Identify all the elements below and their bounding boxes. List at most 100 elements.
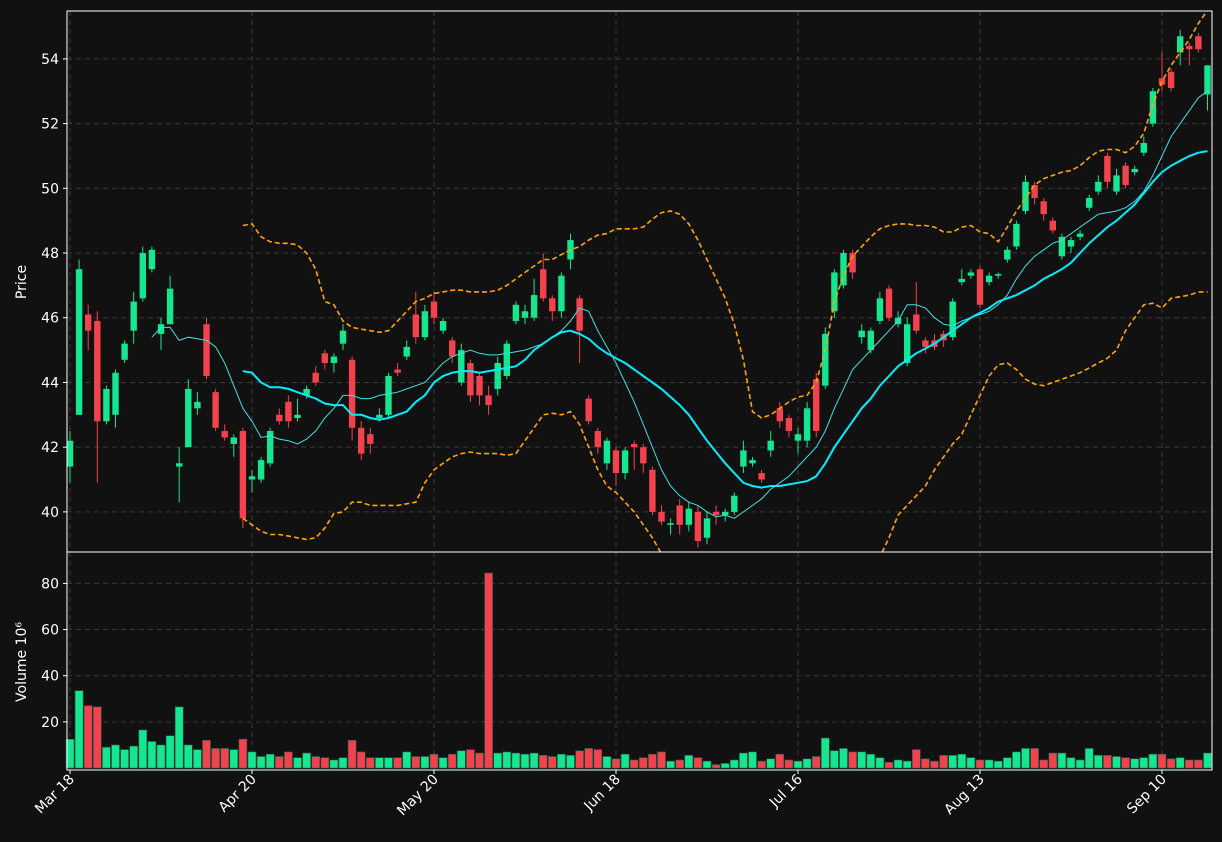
volume-bar: [748, 751, 757, 769]
volume-bar: [1103, 755, 1112, 769]
candle-body: [276, 414, 283, 422]
candle-body: [321, 353, 328, 364]
volume-bar: [857, 751, 867, 769]
candle-body: [421, 311, 429, 338]
volume-bar: [893, 759, 903, 769]
volume-bar: [356, 751, 366, 769]
volume-bar: [820, 737, 830, 769]
volume-bar: [438, 757, 448, 769]
indicator-lines: [151, 11, 1209, 552]
y-tick-label: 48: [41, 246, 59, 262]
candle-body: [712, 511, 720, 516]
volume-bar: [456, 750, 466, 769]
candle-body: [922, 340, 929, 347]
y-tick-label: 54: [41, 52, 59, 68]
candle-body: [230, 437, 237, 444]
volume-bar: [466, 749, 475, 769]
indicator-line: [151, 90, 1208, 519]
candle-body: [904, 324, 911, 364]
volume-bar: [866, 753, 876, 769]
candle-body: [758, 473, 765, 480]
volume-bar: [975, 759, 985, 769]
volume-bar: [402, 751, 412, 769]
candle-body: [585, 398, 592, 422]
volume-bar: [884, 761, 894, 769]
volume-bar: [511, 752, 521, 769]
candle-body: [103, 388, 110, 422]
candle-body: [1122, 165, 1129, 186]
volume-bar: [1130, 758, 1139, 769]
volume-axis-label: Volume 10⁶: [14, 622, 30, 702]
candle-body: [767, 440, 774, 451]
candle-body: [840, 253, 847, 286]
volume-bar: [547, 756, 557, 769]
candle-body: [1204, 65, 1211, 95]
volume-bar: [775, 753, 785, 769]
volume-bar: [1112, 756, 1121, 769]
candle-body: [521, 311, 529, 318]
volume-bar: [429, 753, 439, 769]
volume-bar: [1185, 759, 1194, 769]
volume-bar: [193, 749, 202, 769]
candle-body: [576, 298, 583, 331]
candle-body: [203, 324, 210, 376]
volume-bar: [911, 749, 921, 769]
volume-bar: [1094, 755, 1103, 769]
volume-bar: [102, 746, 111, 769]
volume-bar: [147, 741, 157, 769]
candle-body: [995, 274, 1002, 276]
volume-bar: [739, 752, 748, 769]
volume-bar: [1057, 752, 1067, 769]
candle-body: [967, 272, 975, 276]
candle-body: [1113, 175, 1120, 192]
candle-body: [549, 298, 556, 312]
candle-body: [212, 392, 219, 428]
volume-bar: [1157, 753, 1167, 769]
y-tick-label: 46: [41, 311, 59, 327]
candle-body: [176, 463, 183, 467]
volume-bar: [393, 757, 402, 769]
candle-body: [394, 369, 401, 373]
candle-body: [631, 443, 638, 448]
volume-bar: [475, 752, 484, 769]
candle-body: [458, 350, 465, 383]
candle-body: [740, 450, 747, 467]
candle-body: [1140, 143, 1147, 153]
volume-bar: [611, 758, 621, 769]
volume-frame: [66, 551, 1213, 771]
volume-bar: [93, 706, 102, 769]
candle-body: [194, 401, 201, 409]
candle-body: [294, 414, 301, 419]
volume-bar: [320, 757, 330, 769]
volume-bar: [584, 748, 594, 769]
candle-body: [148, 249, 156, 270]
candle-body: [849, 253, 856, 273]
candle-body: [412, 314, 419, 338]
volume-bar: [684, 755, 694, 769]
volume-bar: [384, 757, 393, 769]
candle-body: [1031, 185, 1038, 199]
candle-body: [1013, 223, 1020, 247]
candle-body: [976, 269, 984, 305]
candle-body: [749, 460, 756, 464]
price-panel: [67, 29, 1211, 548]
volume-bar: [811, 756, 821, 769]
candle-body: [530, 295, 538, 318]
volume-bar: [411, 756, 421, 769]
candle-body: [1149, 91, 1157, 124]
candle-body: [1167, 71, 1175, 89]
candle-body: [1058, 236, 1066, 257]
candle-body: [67, 440, 74, 467]
candle-body: [121, 343, 128, 360]
y-tick-label: 80: [41, 576, 59, 592]
volume-bar: [1175, 757, 1185, 769]
candle-body: [1067, 240, 1075, 247]
candle-body: [339, 330, 347, 344]
candle-body: [485, 395, 492, 406]
volume-bar: [693, 757, 703, 769]
candle-body: [621, 450, 629, 474]
volume-bar: [757, 760, 766, 769]
volume-bar: [529, 752, 539, 769]
volume-bar: [520, 753, 530, 769]
